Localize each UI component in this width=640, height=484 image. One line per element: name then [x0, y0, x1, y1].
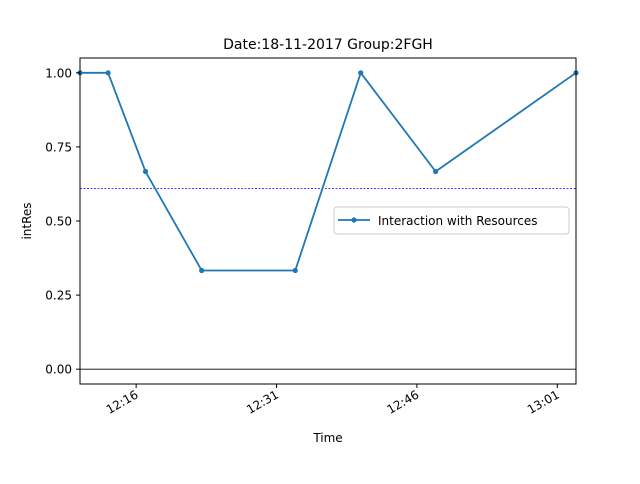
data-point	[433, 168, 439, 175]
y-tick-label: 0.75	[45, 140, 72, 154]
y-axis: 0.00 0.25 0.50 0.75 1.00	[45, 66, 80, 377]
chart-title: Date:18-11-2017 Group:2FGH	[223, 37, 433, 53]
data-point	[199, 267, 205, 274]
legend-point-marker	[351, 217, 357, 223]
y-tick-label: 1.00	[45, 66, 72, 80]
data-point	[358, 70, 364, 76]
reference-lines	[80, 187, 576, 370]
data-point	[142, 168, 149, 175]
x-axis-label: Time	[312, 431, 342, 445]
y-tick-label: 0.00	[45, 363, 72, 377]
data-point	[105, 70, 111, 76]
series-line-0	[80, 71, 577, 272]
chart-legend: Interaction with Resources	[333, 206, 570, 235]
legend-label: Interaction with Resources	[378, 214, 537, 228]
series-layer	[77, 70, 579, 274]
data-point	[292, 267, 298, 274]
y-tick-label: 0.25	[45, 289, 72, 303]
y-tick-label: 0.50	[45, 215, 72, 229]
y-axis-label: intRes	[20, 202, 34, 239]
legend-box	[333, 206, 570, 235]
